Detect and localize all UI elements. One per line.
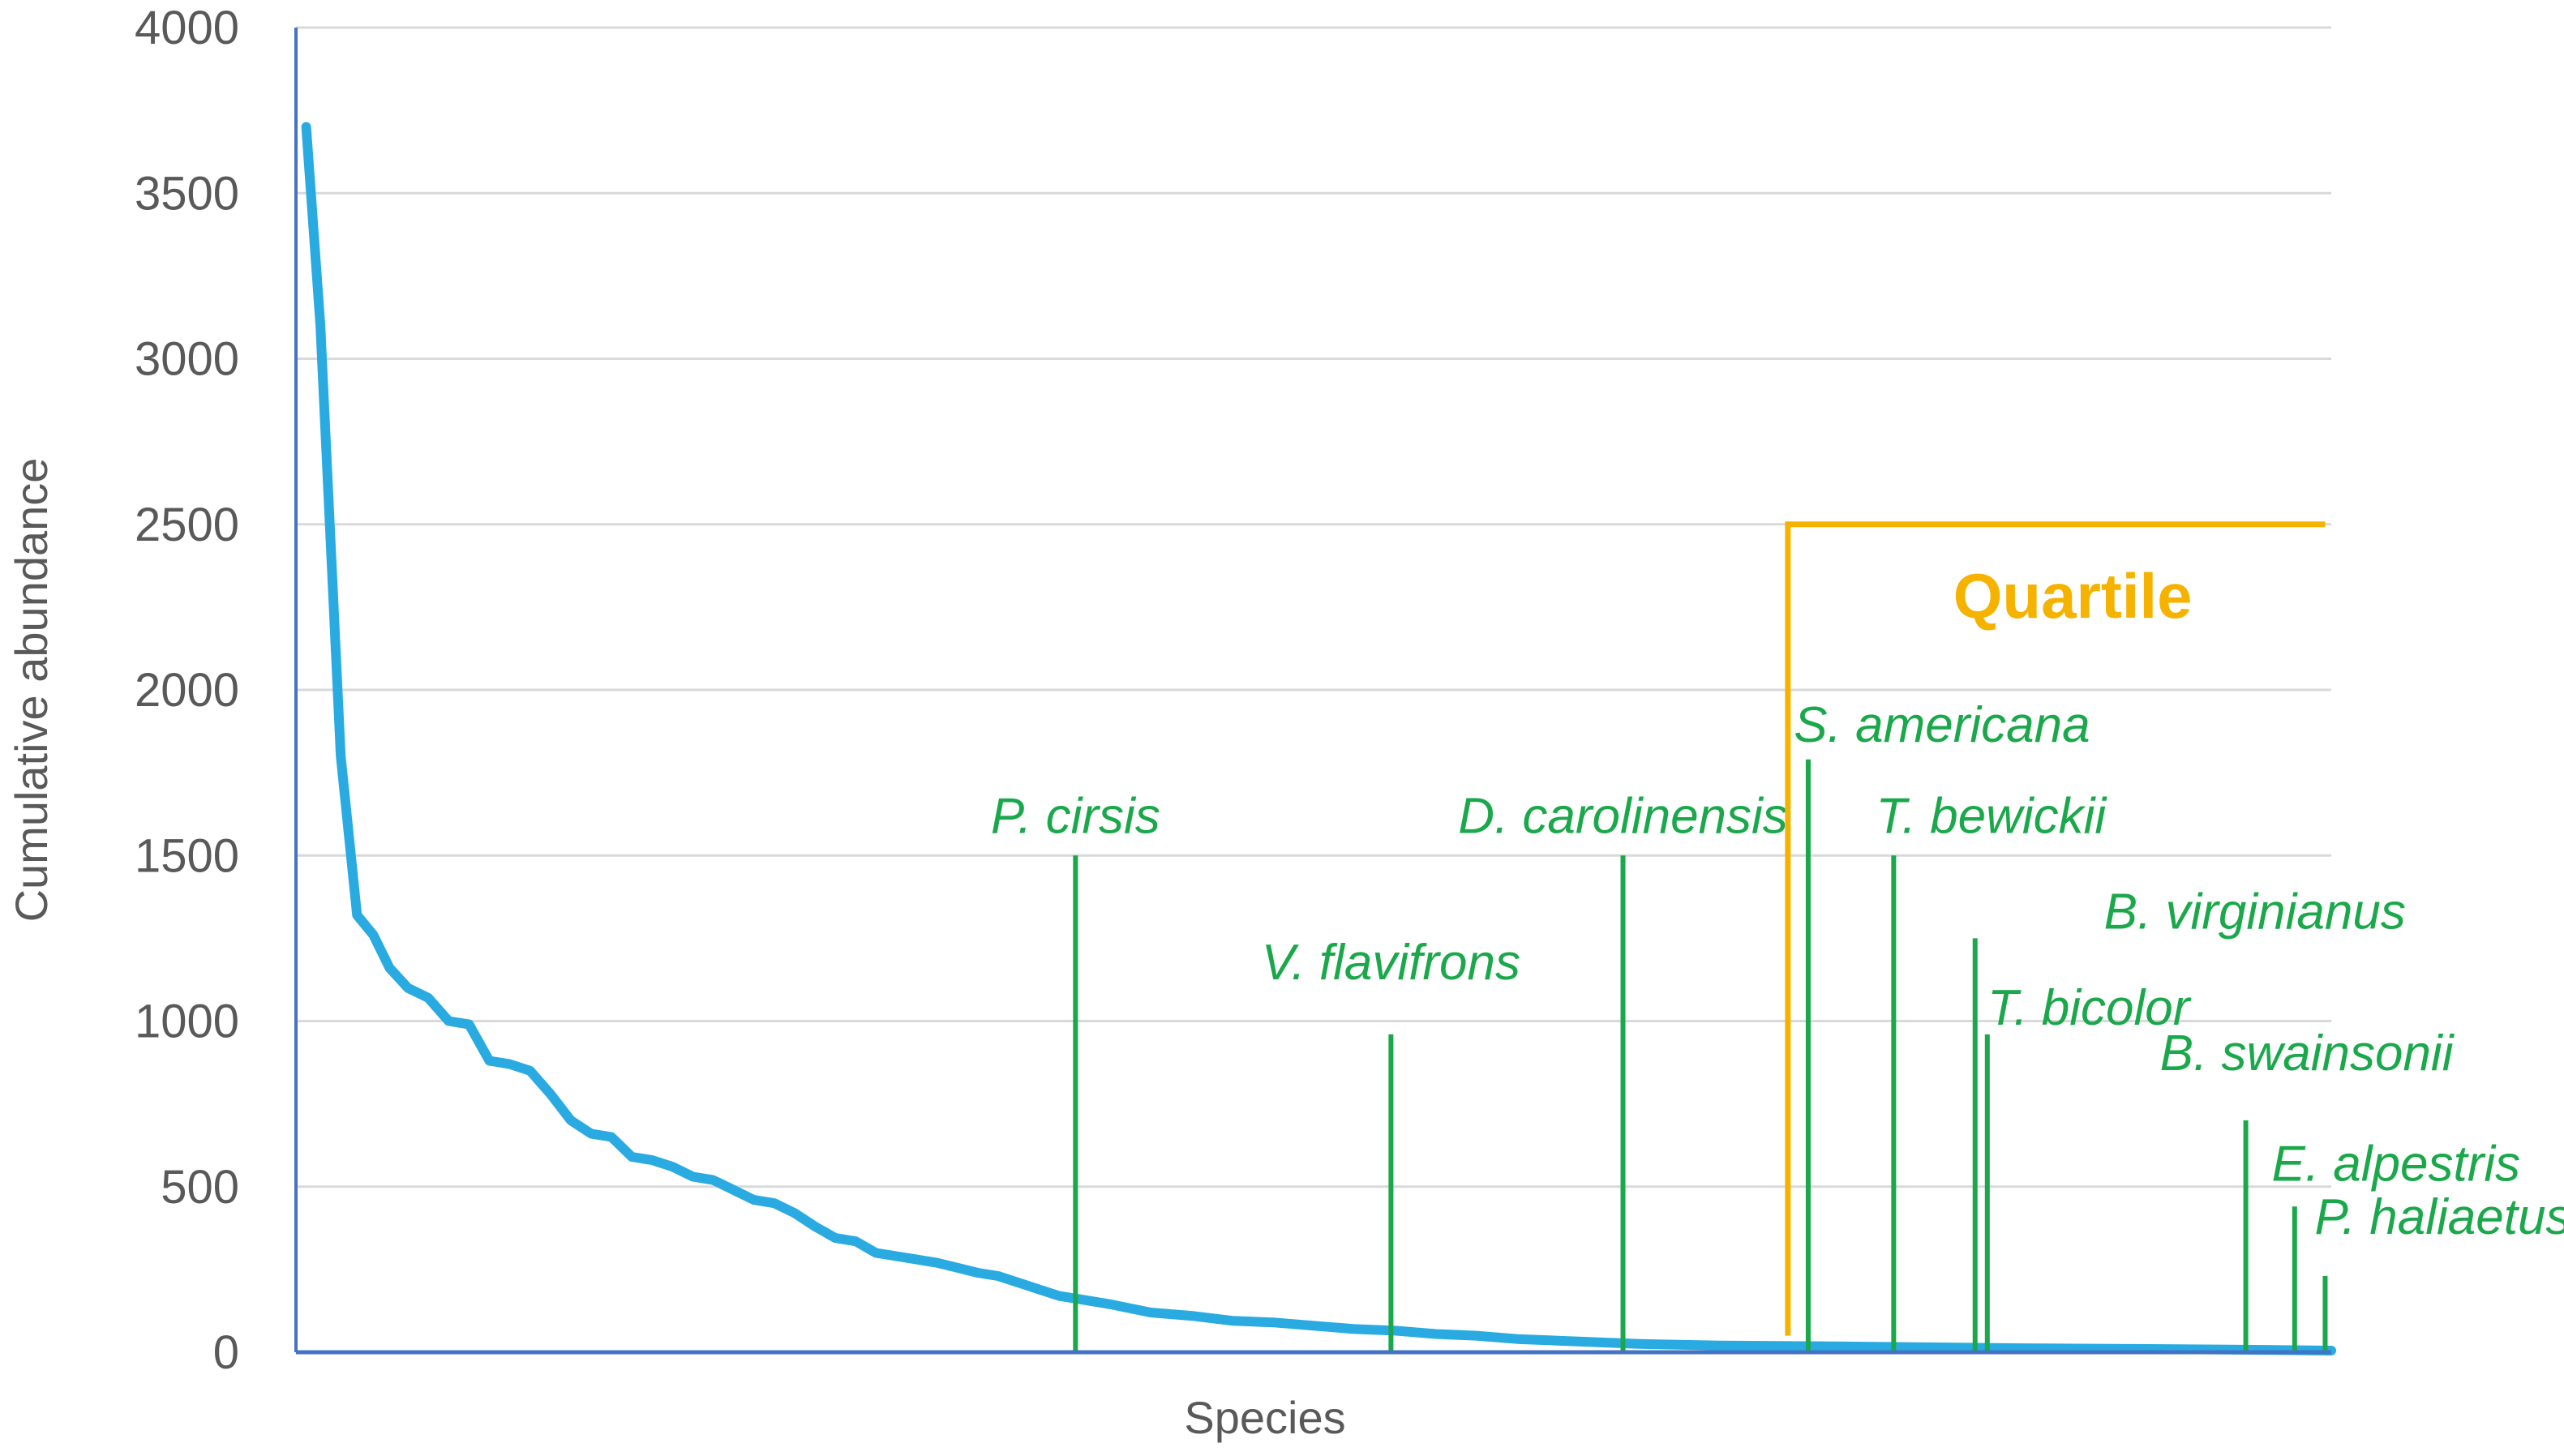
abundance-curve: [301, 122, 2336, 1355]
y-tick-label: 3000: [135, 333, 239, 386]
species-label: D. carolinensis: [1458, 788, 1788, 844]
species-label: B. virginianus: [2104, 884, 2406, 940]
abundance-line: [301, 122, 2336, 1355]
y-tick-label: 0: [213, 1326, 239, 1379]
quartile-bracket: Quartile: [1785, 521, 2326, 1336]
species-label: S. americana: [1794, 697, 2090, 753]
y-tick-label: 2000: [135, 664, 239, 717]
y-tick-label: 1000: [135, 996, 239, 1048]
y-tick-labels: 0 500 1000 1500 2000 2500 3000 3500 4000: [135, 2, 239, 1379]
species-label: P. haliaetus: [2314, 1189, 2564, 1245]
species-label: T. bewickii: [1876, 788, 2107, 844]
axes: [294, 28, 2331, 1355]
species-markers: P. cirsis V. flavifrons D. carolinensisS. …: [991, 697, 2564, 1352]
species-label: V. flavifrons: [1262, 935, 1520, 991]
gridlines: [296, 26, 2331, 1188]
x-axis-title: Species: [1184, 1392, 1345, 1443]
species-label: P. cirsis: [991, 788, 1160, 844]
species-label: T. bicolor: [1987, 980, 2192, 1036]
y-tick-label: 3500: [135, 167, 239, 220]
y-tick-label: 1500: [135, 829, 239, 882]
quartile-label: Quartile: [1953, 560, 2193, 632]
y-tick-label: 500: [161, 1161, 239, 1214]
y-tick-label: 4000: [135, 2, 239, 54]
species-label: B. swainsonii: [2160, 1026, 2455, 1081]
species-label: E. alpestris: [2271, 1136, 2520, 1192]
y-axis-title: Cumulative abundance: [6, 458, 57, 923]
y-tick-label: 2500: [135, 499, 239, 551]
quartile-bracket-line: [1785, 521, 2326, 1336]
